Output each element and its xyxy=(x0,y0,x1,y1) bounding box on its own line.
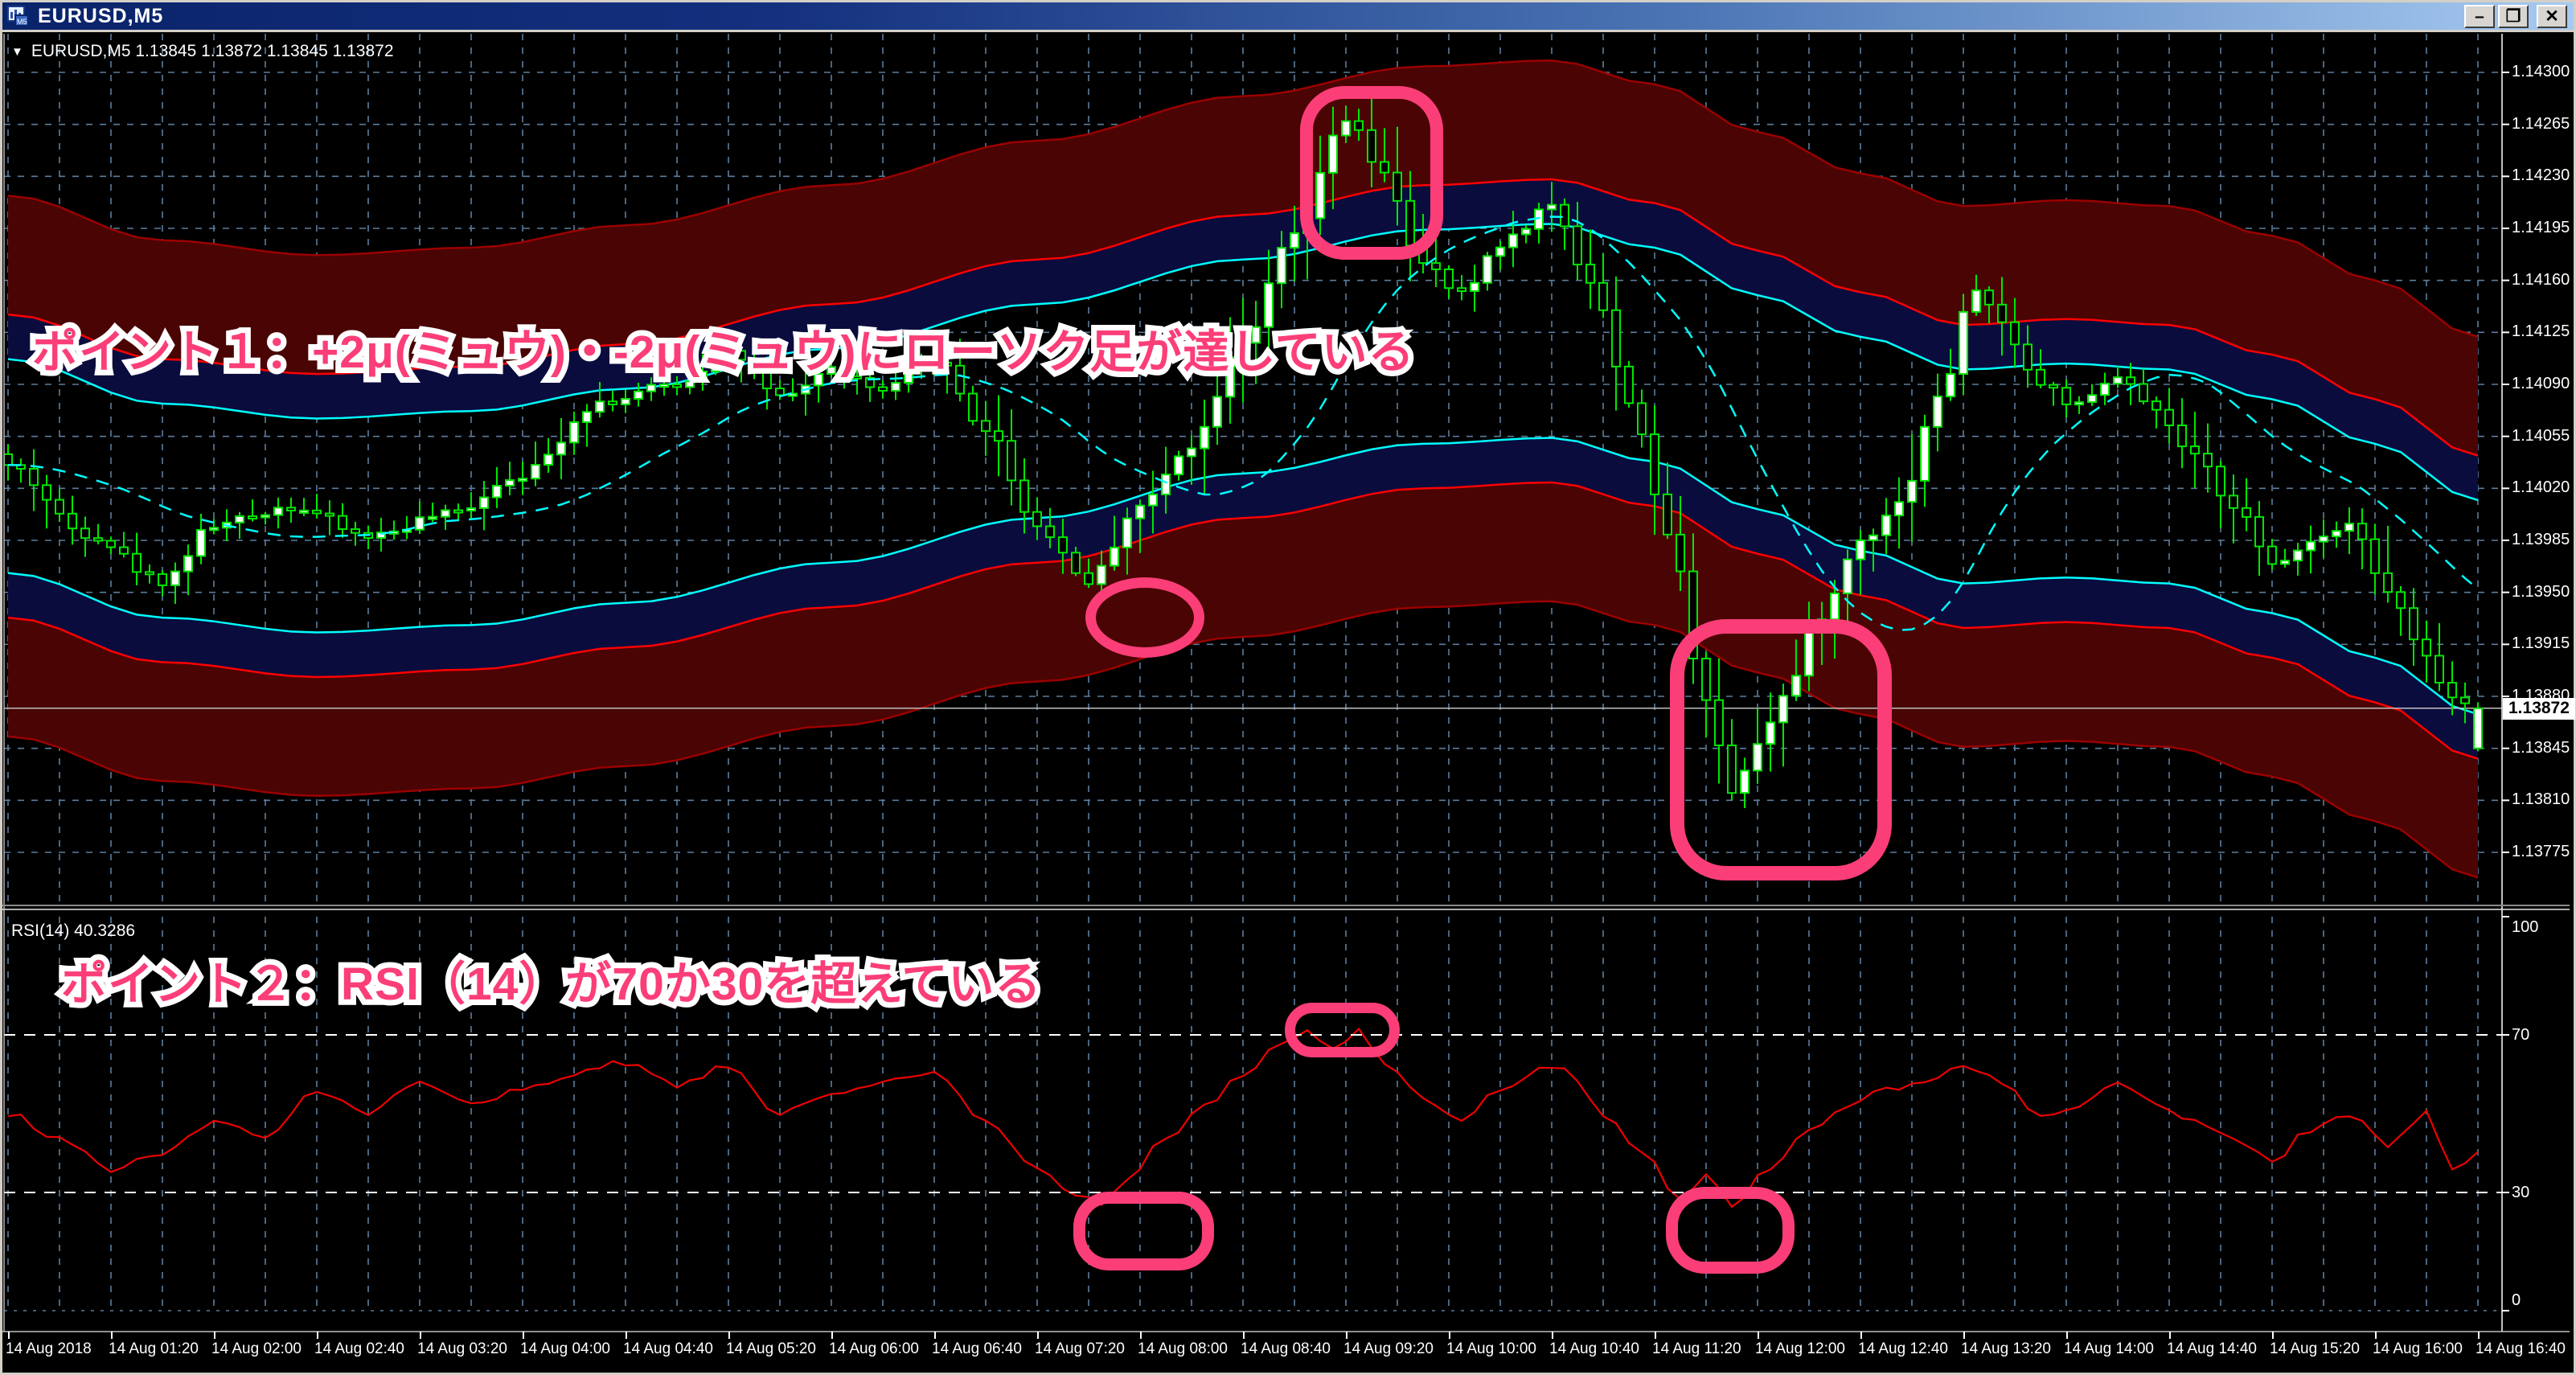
time-axis-label: 14 Aug 07:20 xyxy=(1035,1340,1125,1357)
time-axis-label: 14 Aug 15:20 xyxy=(2270,1340,2360,1357)
price-axis-label: 1.14160 xyxy=(2512,270,2570,289)
time-axis-label: 14 Aug 08:00 xyxy=(1138,1340,1228,1357)
time-axis-label: 14 Aug 14:40 xyxy=(2167,1340,2257,1357)
time-axis-label: 14 Aug 10:00 xyxy=(1446,1340,1536,1357)
price-axis-label: 1.13845 xyxy=(2512,738,2570,757)
rsi-curve xyxy=(7,1027,2479,1209)
time-axis-label: 14 Aug 14:00 xyxy=(2064,1340,2154,1357)
time-axis-label: 14 Aug 13:20 xyxy=(1961,1340,2051,1357)
time-axis-label: 14 Aug 06:40 xyxy=(932,1340,1022,1357)
annotation-point1: ポイント１：+2μ(ミュウ)・-2μ(ミュウ)にローソク足が達している xyxy=(32,315,1415,381)
time-axis-label: 14 Aug 06:00 xyxy=(829,1340,919,1357)
price-axis-label: 1.13810 xyxy=(2512,790,2570,809)
time-axis-label: 14 Aug 04:00 xyxy=(520,1340,610,1357)
chart-window-icon: M5 xyxy=(7,6,29,27)
rsi-indicator-label: RSI(14) 40.3286 xyxy=(11,921,136,940)
highlight-box xyxy=(1666,1187,1795,1274)
price-axis-label: 1.13915 xyxy=(2512,634,2570,653)
window-titlebar[interactable]: M5 EURUSD,M5 – ❐ ✕ xyxy=(2,2,2574,30)
price-axis-label: 1.13950 xyxy=(2512,582,2570,601)
rsi-axis-label: 0 xyxy=(2512,1291,2521,1309)
price-axis-label: 1.13985 xyxy=(2512,531,2570,548)
chart-header: ▼ EURUSD,M5 1.13845 1.13872 1.13845 1.13… xyxy=(11,42,394,61)
price-axis-label: 1.14195 xyxy=(2512,219,2570,236)
time-axis-label: 14 Aug 01:20 xyxy=(109,1340,199,1357)
price-axis-label: 1.14265 xyxy=(2512,114,2570,133)
svg-text:M5: M5 xyxy=(17,18,27,26)
price-axis-label: 1.14090 xyxy=(2512,375,2570,392)
time-axis-label: 14 Aug 08:40 xyxy=(1241,1340,1331,1357)
chart-ohlc-label: EURUSD,M5 1.13845 1.13872 1.13845 1.1387… xyxy=(31,42,394,60)
highlight-box xyxy=(1300,86,1443,260)
price-axis-label: 1.14300 xyxy=(2512,63,2570,80)
window-title: EURUSD,M5 xyxy=(38,4,164,27)
time-axis-label: 14 Aug 2018 xyxy=(6,1340,92,1357)
time-axis-label: 14 Aug 03:20 xyxy=(417,1340,507,1357)
minimize-button[interactable]: – xyxy=(2464,4,2495,28)
close-button[interactable]: ✕ xyxy=(2537,4,2567,28)
price-axis-label: 1.14125 xyxy=(2512,322,2570,341)
time-axis-label: 14 Aug 02:40 xyxy=(314,1340,404,1357)
time-axis-label: 14 Aug 02:00 xyxy=(211,1340,301,1357)
rsi-axis-label: 30 xyxy=(2512,1184,2530,1201)
price-axis-label: 1.14230 xyxy=(2512,166,2570,185)
symbol-dropdown-icon[interactable]: ▼ xyxy=(11,44,23,59)
current-price-tag: 1.13872 xyxy=(2503,698,2575,720)
price-axis-label: 1.14055 xyxy=(2512,426,2570,445)
time-axis-label: 14 Aug 12:40 xyxy=(1858,1340,1948,1357)
rsi-axis-label: 100 xyxy=(2512,918,2539,936)
rsi-axis-label: 70 xyxy=(2512,1026,2530,1044)
maximize-button[interactable]: ❐ xyxy=(2498,4,2529,28)
time-axis-label: 14 Aug 04:40 xyxy=(623,1340,713,1357)
price-axis-label: 1.14020 xyxy=(2512,478,2570,497)
time-axis-label: 14 Aug 16:00 xyxy=(2373,1340,2463,1357)
time-axis-label: 14 Aug 12:00 xyxy=(1755,1340,1845,1357)
highlight-box xyxy=(1073,1192,1214,1270)
highlight-box xyxy=(1670,619,1892,880)
highlight-ellipse xyxy=(1085,577,1204,658)
annotation-point2: ポイント２：RSI（14）が70か30を超えている xyxy=(61,947,1042,1013)
envelope-bands xyxy=(7,59,2479,879)
time-axis-label: 14 Aug 11:20 xyxy=(1652,1340,1741,1357)
time-axis-label: 14 Aug 05:20 xyxy=(726,1340,816,1357)
time-axis-label: 14 Aug 09:20 xyxy=(1343,1340,1434,1357)
time-axis-label: 14 Aug 10:40 xyxy=(1549,1340,1639,1357)
time-axis-label: 14 Aug 16:40 xyxy=(2476,1340,2566,1357)
highlight-box xyxy=(1285,1003,1400,1057)
price-axis-label: 1.13775 xyxy=(2512,843,2570,860)
